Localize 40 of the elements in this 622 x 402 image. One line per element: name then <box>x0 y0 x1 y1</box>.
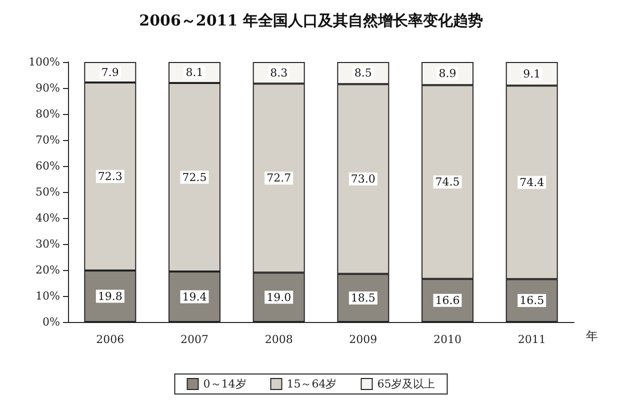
y-tick-label: 20% <box>36 264 60 276</box>
data-label: 72.7 <box>266 172 292 185</box>
data-label: 19.4 <box>182 290 207 304</box>
x-axis-title: 年 <box>586 329 598 343</box>
y-tick-label: 0% <box>42 316 60 328</box>
y-tick-label: 90% <box>36 82 60 94</box>
data-label: 19.8 <box>98 290 122 303</box>
data-label: 72.5 <box>182 170 207 184</box>
data-label: 74.5 <box>435 175 460 188</box>
y-tick-label: 70% <box>36 134 60 146</box>
data-label: 7.9 <box>101 66 119 79</box>
x-tick-label: 2007 <box>180 333 208 346</box>
data-label: 8.3 <box>270 66 288 80</box>
data-label: 16.5 <box>520 294 544 308</box>
data-label: 72.3 <box>98 170 122 184</box>
x-tick-label: 2006 <box>96 333 124 346</box>
data-label: 8.9 <box>438 67 456 80</box>
data-label: 8.5 <box>354 66 372 80</box>
y-tick-label: 50% <box>36 186 60 198</box>
data-label: 73.0 <box>350 172 376 186</box>
data-label: 19.0 <box>266 290 292 304</box>
chart-title: 2006～2011 年全国人口及其自然增长率变化趋势 <box>139 12 483 30</box>
data-label: 8.1 <box>186 66 204 80</box>
x-tick-label: 2008 <box>264 333 293 346</box>
data-label: 9.1 <box>523 67 541 80</box>
y-tick-label: 100% <box>28 56 60 68</box>
y-tick-label: 40% <box>36 212 60 224</box>
y-tick-label: 10% <box>36 290 60 302</box>
x-tick-label: 2010 <box>434 333 462 346</box>
legend-label: 65岁及以上 <box>377 378 436 390</box>
x-tick-label: 2009 <box>349 333 378 346</box>
data-label: 18.5 <box>350 291 376 304</box>
y-tick-label: 30% <box>36 238 60 250</box>
x-tick-label: 2011 <box>518 333 546 346</box>
data-label: 74.4 <box>520 176 544 189</box>
data-label: 16.6 <box>435 294 460 307</box>
y-tick-label: 60% <box>36 160 60 172</box>
legend-label: 0～14岁 <box>203 378 246 390</box>
legend-label: 15～64岁 <box>286 378 337 390</box>
y-tick-label: 80% <box>36 108 60 120</box>
